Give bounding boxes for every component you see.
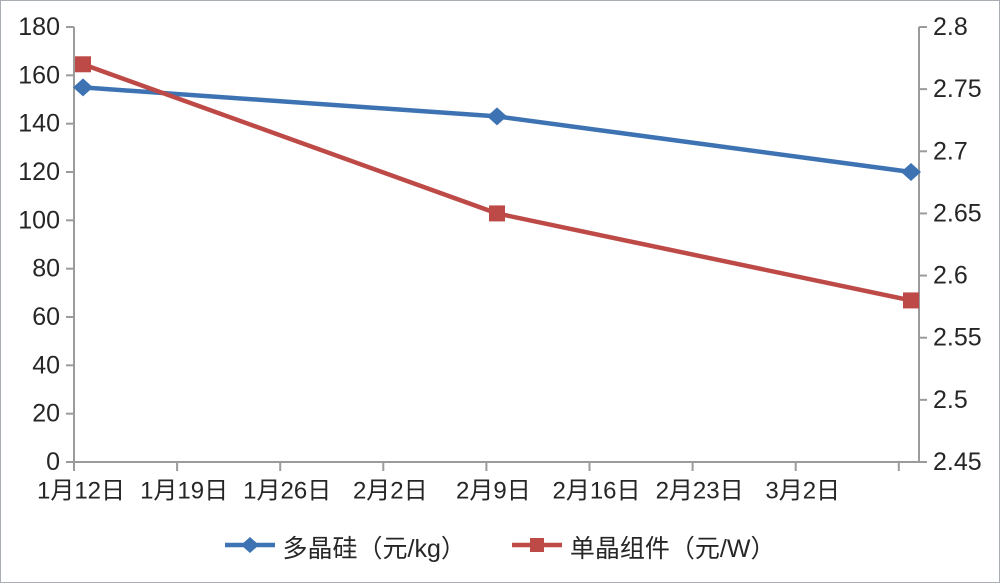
left-axis-tick-label: 180 [18,13,60,41]
square-marker-icon [529,537,544,552]
series-line-0 [82,85,912,175]
right-axis-tick-label: 2.5 [933,386,968,414]
x-axis-tick-label: 2月9日 [456,478,531,505]
x-axis-tick-label: 2月2日 [353,478,428,505]
right-axis-tick-label: 2.65 [933,199,982,227]
x-axis-tick-label: 3月2日 [765,478,840,505]
left-axis-tick-label: 80 [32,255,60,283]
right-axis-tick-label: 2.8 [933,13,968,41]
x-axis-tick-label: 1月26日 [243,478,331,505]
right-axis-tick-label: 2.75 [933,75,982,103]
legend-diamond-line-icon [224,534,275,561]
diamond-marker-icon [240,536,259,553]
legend-label-mono-module: 单晶组件（元/W） [569,535,776,563]
legend-label-polysilicon: 多晶硅（元/kg） [282,535,466,563]
x-axis-tick-label: 1月19日 [140,478,228,505]
chart-legend: 多晶硅（元/kg） 单晶组件（元/W） [1,529,999,565]
left-axis-tick-label: 40 [32,351,60,379]
x-axis-tick-label: 2月23日 [656,478,744,505]
x-axis-tick-label: 1月12日 [37,478,125,505]
right-axis-tick-label: 2.7 [933,137,968,165]
series-line-1 [82,62,912,303]
x-axis-tick-label: 2月16日 [552,478,640,505]
left-axis-tick-label: 0 [46,448,60,476]
right-axis-tick-label: 2.55 [933,324,982,352]
square-marker-icon [489,205,505,222]
legend-item-mono-module: 单晶组件（元/W） [511,529,776,565]
diamond-marker-icon [487,107,507,126]
square-marker-icon [75,56,91,73]
left-axis-tick-label: 120 [18,158,60,186]
right-axis-tick-label: 2.45 [933,448,982,476]
left-axis-tick-label: 100 [18,206,60,234]
legend-item-polysilicon: 多晶硅（元/kg） [224,529,466,565]
left-axis-tick-label: 20 [32,400,60,428]
left-axis-tick-label: 60 [32,303,60,331]
left-axis-tick-label: 160 [18,61,60,89]
square-marker-icon [903,292,919,309]
legend-square-line-icon [511,534,562,561]
diamond-marker-icon [73,78,93,97]
left-axis-tick-label: 140 [18,110,60,138]
diamond-marker-icon [901,163,921,181]
right-axis-tick-label: 2.6 [933,262,968,290]
